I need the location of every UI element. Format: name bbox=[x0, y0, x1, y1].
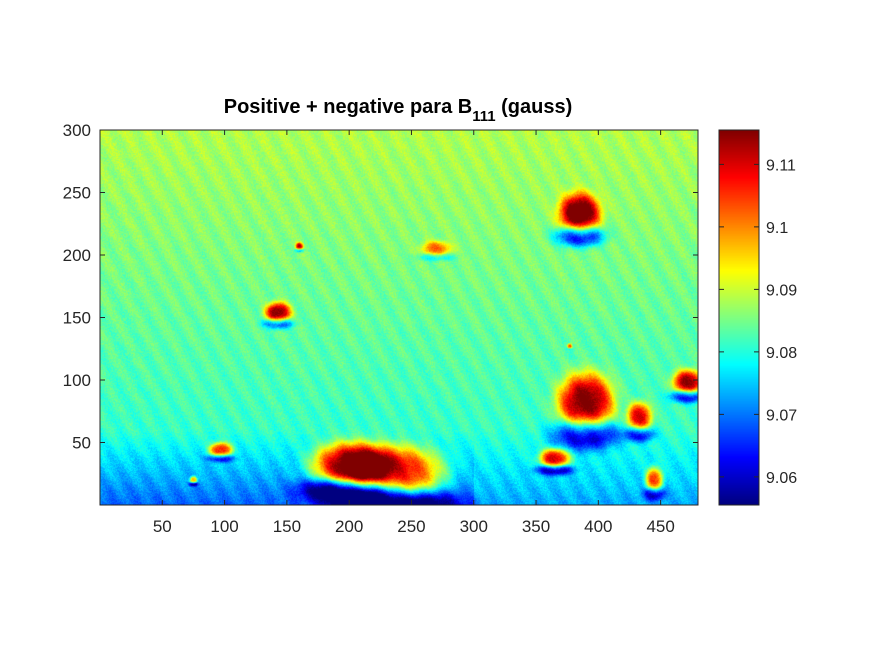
heatmap-plot-area bbox=[99, 129, 699, 506]
x-tick-label: 300 bbox=[460, 517, 488, 536]
x-tick-label: 50 bbox=[153, 517, 172, 536]
colorbar-tick-label: 9.07 bbox=[766, 407, 797, 424]
x-tick-label: 250 bbox=[397, 517, 425, 536]
x-tick-label: 350 bbox=[522, 517, 550, 536]
x-tick-label: 450 bbox=[646, 517, 674, 536]
chart-title: Positive + negative para B111 (gauss) bbox=[224, 96, 573, 125]
y-tick-label: 200 bbox=[63, 246, 91, 265]
y-tick-label: 250 bbox=[63, 184, 91, 203]
colorbar-tick-label: 9.1 bbox=[766, 220, 788, 237]
y-tick-label: 50 bbox=[72, 434, 91, 453]
colorbar-axis: 9.06 9.07 9.08 9.09 9.1 9.11 bbox=[719, 157, 797, 487]
colorbar-frame bbox=[718, 129, 760, 506]
y-axis: 50 100 150 200 250 300 bbox=[63, 121, 698, 453]
y-tick-label: 300 bbox=[63, 121, 91, 140]
x-tick-label: 400 bbox=[584, 517, 612, 536]
y-tick-label: 100 bbox=[63, 371, 91, 390]
heatmap-image bbox=[100, 130, 698, 505]
x-tick-label: 200 bbox=[335, 517, 363, 536]
colorbar-gradient bbox=[719, 130, 759, 505]
y-tick-label: 150 bbox=[63, 309, 91, 328]
colorbar-tick-label: 9.08 bbox=[766, 345, 797, 362]
x-axis: 50 100 150 200 250 300 350 400 450 bbox=[153, 130, 675, 536]
colorbar-tick-label: 9.06 bbox=[766, 470, 797, 487]
x-tick-label: 150 bbox=[273, 517, 301, 536]
colorbar-tick-label: 9.11 bbox=[766, 157, 796, 174]
colorbar bbox=[718, 129, 760, 506]
colorbar-tick-label: 9.09 bbox=[766, 282, 797, 299]
x-tick-label: 100 bbox=[210, 517, 238, 536]
